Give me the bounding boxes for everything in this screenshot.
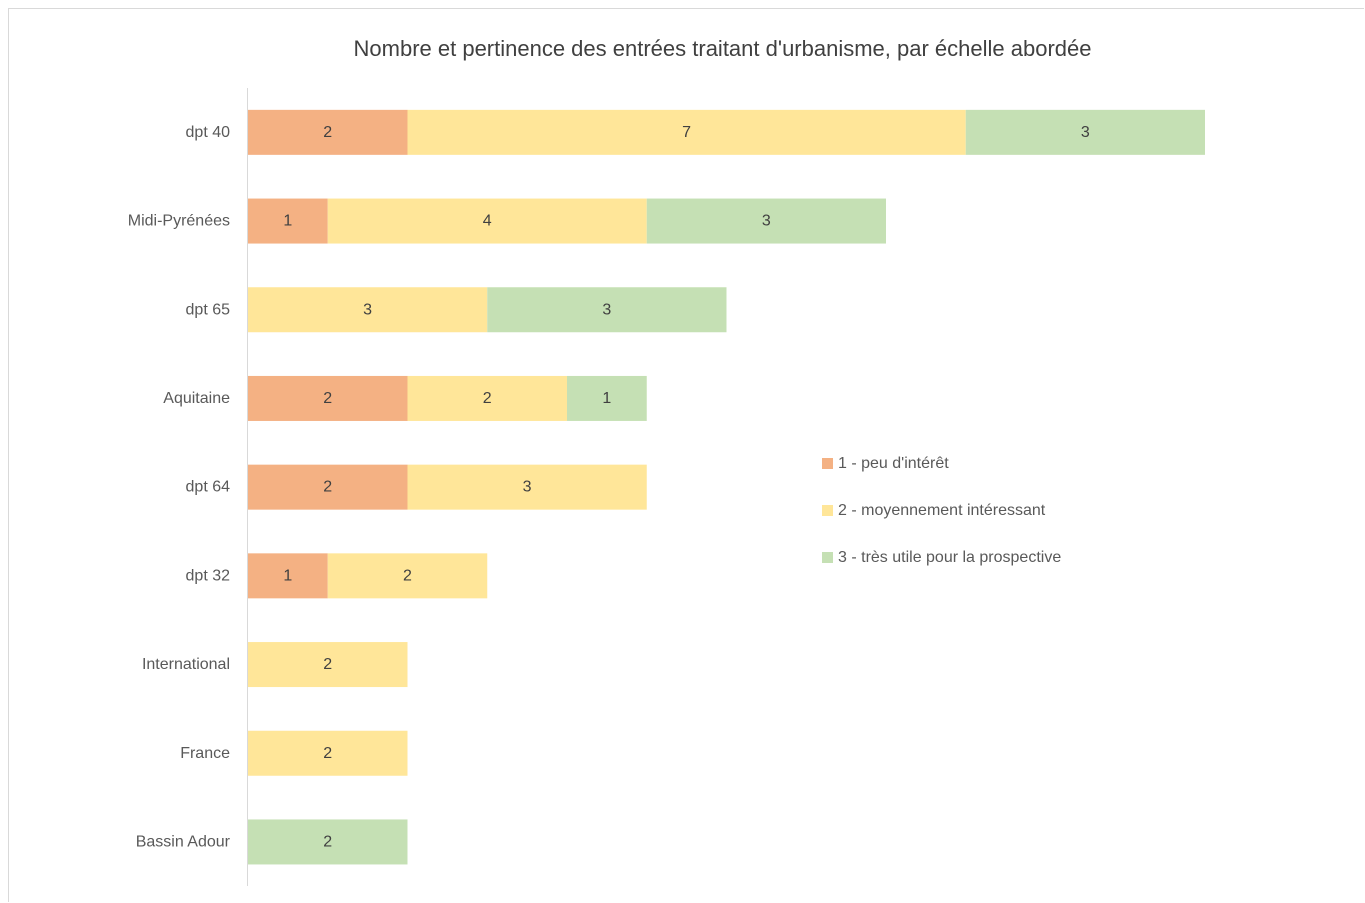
bar-segment <box>407 464 647 510</box>
bar-segment <box>407 109 966 155</box>
category-label: International <box>142 656 230 673</box>
data-label: 2 <box>323 833 332 850</box>
category-label: dpt 64 <box>186 479 231 496</box>
category-label: dpt 40 <box>186 124 231 141</box>
data-label: 1 <box>602 390 611 407</box>
data-label: 2 <box>323 656 332 673</box>
legend-swatch <box>822 505 833 516</box>
bar-segment <box>327 198 647 244</box>
bar-segment <box>646 198 886 244</box>
bar-segment <box>248 109 408 155</box>
data-label: 2 <box>403 567 412 584</box>
bar-segment <box>248 730 408 776</box>
bar-segment <box>248 464 408 510</box>
category-label: dpt 32 <box>186 567 231 584</box>
category-label: France <box>180 745 230 762</box>
legend-item-moyennement-interessant: 2 - moyennement intéressant <box>822 487 1061 534</box>
chart-frame <box>8 8 1364 902</box>
data-label: 3 <box>1081 124 1090 141</box>
bar-segment <box>248 642 408 688</box>
legend-item-tres-utile: 3 - très utile pour la prospective <box>822 534 1061 581</box>
data-label: 2 <box>483 390 492 407</box>
bar-segment <box>248 819 408 865</box>
data-label: 3 <box>523 479 532 496</box>
legend-label: 3 - très utile pour la prospective <box>838 548 1062 566</box>
category-label: Midi-Pyrénées <box>128 213 230 230</box>
data-label: 2 <box>323 745 332 762</box>
data-label: 1 <box>283 213 292 230</box>
data-label: 3 <box>602 301 611 318</box>
category-label: Aquitaine <box>163 390 230 407</box>
chart-title: Nombre et pertinence des entrées traitan… <box>353 36 1092 61</box>
legend: 1 - peu d'intérêt 2 - moyennement intére… <box>822 440 1061 581</box>
legend-swatch <box>822 552 833 563</box>
bar-segment <box>487 287 727 333</box>
legend-item-peu-interet: 1 - peu d'intérêt <box>822 440 1061 487</box>
data-label: 4 <box>483 213 492 230</box>
bar-segment <box>248 287 488 333</box>
data-label: 7 <box>682 124 691 141</box>
bar-segment <box>965 109 1205 155</box>
category-label: Bassin Adour <box>136 833 231 850</box>
category-label: dpt 65 <box>186 301 231 318</box>
bar-segment <box>327 553 488 599</box>
data-label: 2 <box>323 390 332 407</box>
data-label: 3 <box>762 213 771 230</box>
bar-segment <box>248 375 408 421</box>
data-label: 2 <box>323 124 332 141</box>
data-label: 3 <box>363 301 372 318</box>
data-label: 1 <box>283 567 292 584</box>
data-label: 2 <box>323 479 332 496</box>
bar-segment <box>248 553 328 599</box>
legend-label: 1 - peu d'intérêt <box>838 454 949 472</box>
legend-swatch <box>822 458 833 469</box>
category-labels: dpt 40 Midi-Pyrénées dpt 65 Aquitaine dpt 64… <box>128 124 231 851</box>
bar-segment <box>567 375 647 421</box>
bars-group: 2 7 3 1 4 3 3 3 2 2 1 2 3 1 2 2 2 2 <box>248 109 1205 865</box>
legend-label: 2 - moyennement intéressant <box>838 501 1046 519</box>
bar-segment <box>248 198 328 244</box>
bar-segment <box>407 375 567 421</box>
